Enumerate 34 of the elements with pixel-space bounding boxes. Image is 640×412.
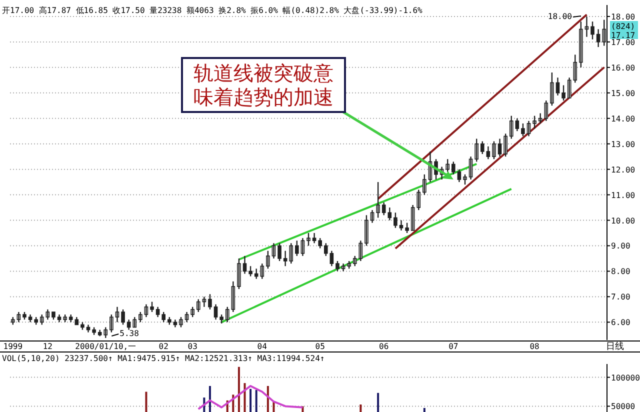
x-tick-label: 03	[188, 342, 198, 351]
y-tick-label: 7.00	[611, 292, 630, 302]
y-tick-label: 15.00	[611, 88, 636, 98]
y-tick-label: 18.00	[611, 12, 636, 22]
annotation: 轨道线被突破意味着趋势的加速	[194, 61, 334, 109]
text: 日线	[606, 341, 624, 352]
y-tick-label: 12.00	[611, 165, 636, 174]
y-tick-label: 100000	[611, 373, 640, 382]
y-tick-label: 13.00	[611, 140, 636, 149]
y-tick-label: 16.00	[611, 63, 636, 72]
x-tick-label: 04	[257, 342, 268, 351]
annotation: 5.38	[120, 328, 140, 338]
y-tick-label: 6.00	[611, 318, 630, 328]
x-tick-label: 12	[42, 342, 53, 351]
y-tick-label: 50000	[611, 402, 636, 412]
x-tick-label: 06	[379, 342, 389, 351]
x-tick-label: 07	[448, 342, 458, 351]
chart-title: VOL(5,10,20) 23237.500↑ MA1:9475.915↑ MA2:12521.313↑ MA3:11994.524↑	[2, 354, 325, 363]
annotation: 18.00	[548, 12, 572, 21]
x-tick-label: 05	[315, 342, 326, 351]
x-tick-label: 1999	[3, 342, 23, 351]
text: 17.17	[611, 31, 636, 40]
line-series	[197, 384, 304, 410]
y-tick-label: 17.00	[611, 38, 636, 47]
y-tick-label: 8.00	[611, 267, 630, 276]
y-tick-label: 10.00	[611, 216, 636, 226]
x-tick-label: 2000/01/10,一	[75, 342, 136, 351]
y-tick-label: 11.00	[611, 190, 636, 200]
text: (824)	[611, 22, 636, 31]
x-tick-label: 08	[530, 342, 540, 351]
chart-title: 开17.00 高17.87 低16.85 收17.50 量23238 额4063 换2.8% 振6.0% 幅(0.48)2.8% 大盘(-33.99)-1.6%	[2, 6, 423, 15]
y-tick-label: 9.00	[611, 242, 630, 251]
y-tick-label: 14.00	[611, 114, 636, 124]
x-tick-label: 02	[158, 342, 169, 351]
